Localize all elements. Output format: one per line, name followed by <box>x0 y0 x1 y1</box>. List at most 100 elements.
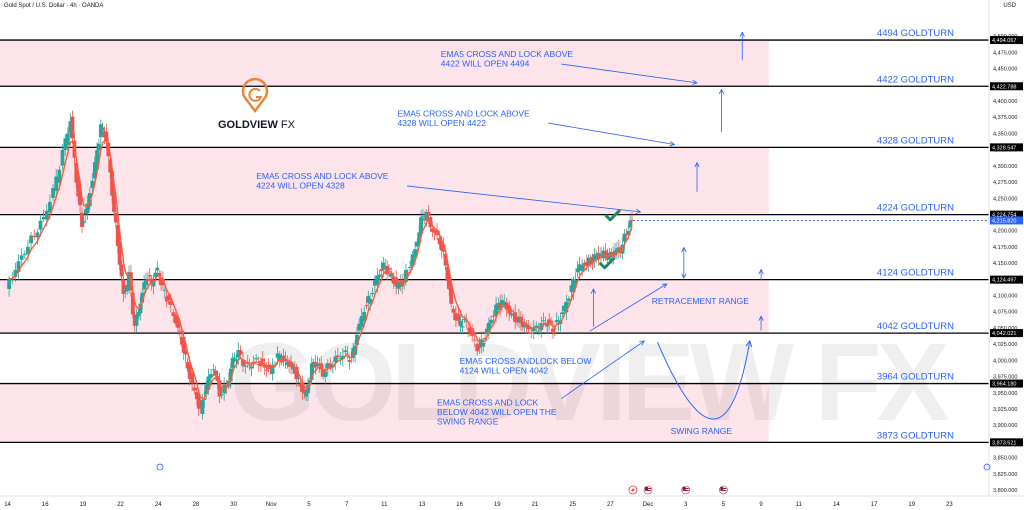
candle <box>16 261 21 272</box>
annotation-arrow <box>589 284 667 332</box>
candle <box>453 312 458 321</box>
zone-band <box>0 147 769 215</box>
time-tick-label: 11 <box>796 502 803 508</box>
candle <box>294 366 299 380</box>
candle <box>560 312 565 314</box>
candle <box>125 284 130 291</box>
candle <box>456 314 461 321</box>
zone-band <box>0 383 769 443</box>
candle <box>287 360 292 367</box>
candle <box>115 225 120 247</box>
candle <box>168 300 173 305</box>
zone-band <box>0 40 769 87</box>
price-tick-label: 4,275.000 <box>993 180 1017 186</box>
candle <box>228 368 233 382</box>
candle <box>319 363 324 370</box>
candle <box>383 266 388 270</box>
candle <box>19 255 24 260</box>
symbol-title[interactable]: Gold Spot / U.S. Dollar · 4h · OANDA <box>4 3 104 9</box>
candle <box>502 301 507 306</box>
currency-label: USD <box>1003 3 1016 9</box>
candle <box>470 328 475 336</box>
price-tick-label: 4,375.000 <box>993 115 1017 121</box>
candle <box>494 304 498 316</box>
candle <box>421 216 425 218</box>
candle <box>54 176 59 192</box>
price-tag-label: 3,964.180 <box>992 382 1016 388</box>
candle <box>477 343 482 349</box>
drawing-handle[interactable] <box>983 463 991 471</box>
candle <box>178 330 182 332</box>
candle <box>333 356 338 363</box>
candle <box>26 246 30 254</box>
candle <box>375 275 380 285</box>
time-tick-label: Nov <box>266 502 277 508</box>
candle <box>185 361 190 369</box>
candle <box>7 278 11 290</box>
level-label: 4124 GOLDTURN <box>877 268 954 279</box>
candle <box>391 276 396 284</box>
candle <box>29 235 33 244</box>
candle <box>541 320 546 322</box>
candle <box>202 398 207 400</box>
price-tick-label: 4,175.000 <box>993 245 1017 251</box>
candle <box>364 305 369 307</box>
candle <box>624 234 629 236</box>
candle <box>323 371 328 377</box>
candle <box>573 279 578 285</box>
time-tick-label: 28 <box>193 502 200 508</box>
candle <box>520 321 525 328</box>
price-axis-background <box>989 0 1024 510</box>
candle <box>464 320 469 322</box>
candle <box>281 355 286 360</box>
candle <box>117 241 122 265</box>
candle <box>569 285 574 292</box>
time-tick-label: Dec <box>643 502 654 508</box>
candle <box>76 175 81 197</box>
candle <box>97 143 101 151</box>
candle <box>472 339 477 341</box>
price-tick-label: 4,400.000 <box>993 99 1017 105</box>
candle <box>206 376 211 390</box>
candle <box>417 232 422 243</box>
price-tag <box>990 210 1023 219</box>
candle <box>582 262 587 266</box>
candle <box>57 169 62 183</box>
price-tick-label: 3,850.000 <box>993 456 1017 462</box>
candle <box>138 303 143 314</box>
candle <box>183 349 188 355</box>
annotation-arrow <box>406 185 641 212</box>
time-tick-label: 19 <box>494 502 501 508</box>
time-tick-label: 24 <box>155 502 162 508</box>
price-tick-label: 3,825.000 <box>993 472 1017 478</box>
swing-curve <box>656 341 749 420</box>
candle <box>462 319 467 321</box>
candle <box>372 280 377 286</box>
candle <box>113 212 118 223</box>
candle <box>479 339 484 346</box>
candle <box>187 363 192 379</box>
drawing-handle[interactable] <box>156 463 164 471</box>
candle <box>51 188 55 198</box>
candle <box>366 296 371 303</box>
annotation-text: 4422 WILL OPEN 4494 <box>441 58 530 68</box>
candle <box>68 121 73 134</box>
candle <box>204 384 209 395</box>
price-tag-label: 4,224.754 <box>992 213 1016 219</box>
candle <box>345 353 350 355</box>
annotation-arrow <box>561 63 697 83</box>
candle <box>232 357 237 359</box>
flag-stripe <box>720 490 727 491</box>
candle <box>466 328 471 330</box>
candle <box>577 264 582 272</box>
candle <box>437 238 442 245</box>
candle <box>247 364 252 366</box>
candle <box>81 221 86 224</box>
candle <box>325 363 330 369</box>
price-tag-label: 3,873.521 <box>992 440 1016 446</box>
candle <box>601 250 606 259</box>
candle <box>335 355 340 358</box>
candle <box>119 264 124 277</box>
candle <box>432 230 437 233</box>
